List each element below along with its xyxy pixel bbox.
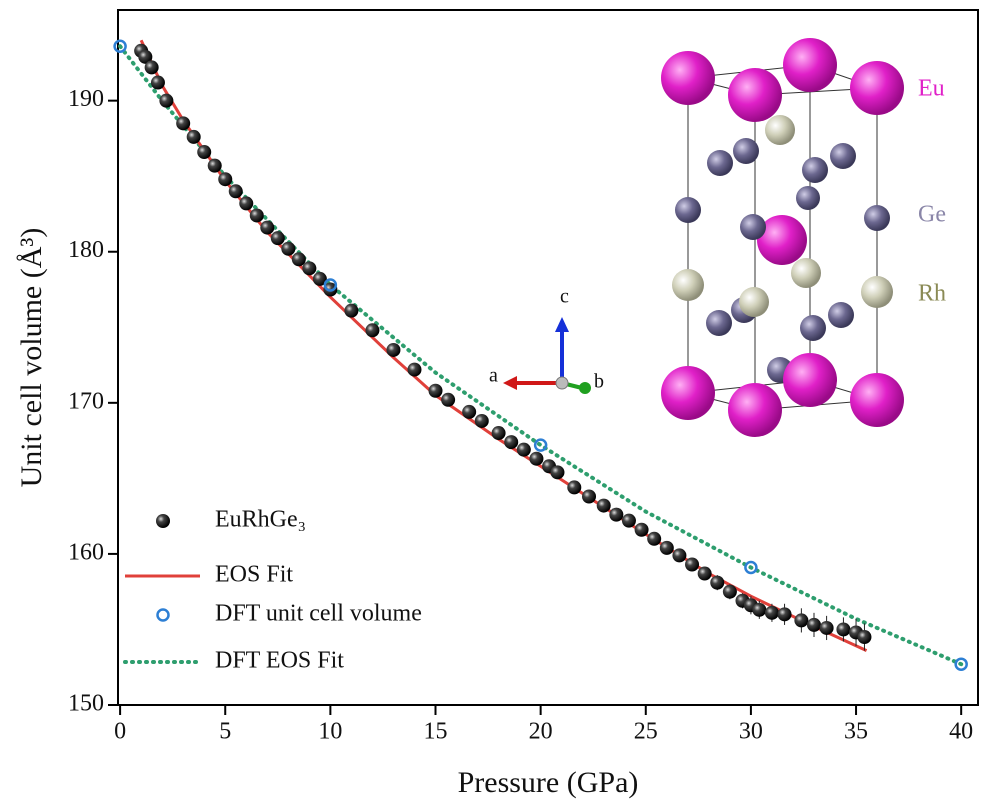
data-point: [462, 405, 476, 419]
axis-vector-label: a: [489, 365, 498, 387]
y-tick-label: 160: [68, 539, 104, 565]
data-point: [344, 304, 358, 318]
y-tick-label: 190: [68, 86, 104, 112]
data-point: [765, 606, 779, 620]
element-label: Eu: [918, 76, 945, 102]
data-point: [794, 613, 808, 627]
data-point: [260, 221, 274, 235]
data-point: [622, 514, 636, 528]
data-point: [857, 630, 871, 644]
axis-triad: [503, 317, 591, 394]
data-point: [145, 60, 159, 74]
data-point: [723, 585, 737, 599]
data-point: [550, 465, 564, 479]
data-point: [407, 363, 421, 377]
data-point: [529, 452, 543, 466]
x-tick-label: 35: [844, 719, 868, 745]
x-tick-label: 0: [114, 719, 126, 745]
x-tick-label: 10: [318, 719, 342, 745]
data-point: [218, 172, 232, 186]
x-tick-label: 20: [529, 719, 553, 745]
x-tick-label: 40: [949, 719, 973, 745]
data-point: [271, 231, 285, 245]
legend-label: EuRhGe₃: [215, 507, 306, 533]
data-point: [820, 621, 834, 635]
element-label: Rh: [918, 281, 946, 307]
x-tick-label: 15: [424, 719, 448, 745]
data-point: [567, 480, 581, 494]
data-point: [698, 567, 712, 581]
y-axis-title: Unit cell volume (Å³): [15, 228, 48, 488]
data-point: [187, 130, 201, 144]
data-point: [151, 76, 165, 90]
data-point: [281, 242, 295, 256]
data-point: [250, 208, 264, 222]
data-point: [208, 159, 222, 173]
data-point: [429, 384, 443, 398]
chart: Eu Ge Rh a b c 0 5 10 15 20 25 30 35 40 150 160 170 180 190…: [0, 0, 981, 806]
data-point: [365, 323, 379, 337]
legend-label: DFT EOS Fit: [215, 648, 344, 674]
y-tick-label: 180: [68, 237, 104, 263]
legend-label: DFT unit cell volume: [215, 601, 422, 627]
data-point: [660, 541, 674, 555]
axis-vector-label: c: [560, 286, 569, 308]
data-point: [609, 508, 623, 522]
data-point: [672, 548, 686, 562]
legend-marker: [158, 610, 169, 621]
data-point: [239, 196, 253, 210]
x-tick-label: 25: [634, 719, 658, 745]
data-point: [647, 532, 661, 546]
data-point: [159, 94, 173, 108]
x-tick-label: 30: [739, 719, 763, 745]
y-tick-label: 150: [68, 691, 104, 717]
data-point: [176, 116, 190, 130]
data-point: [685, 557, 699, 571]
data-point: [597, 499, 611, 513]
x-axis-title: Pressure (GPa): [458, 766, 639, 799]
y-tick-label: 170: [68, 388, 104, 414]
legend-label: EOS Fit: [215, 562, 293, 588]
data-point: [635, 523, 649, 537]
fit-line: [141, 40, 866, 650]
data-point: [807, 618, 821, 632]
axis-vector-label: b: [594, 371, 604, 393]
data-point: [504, 435, 518, 449]
crystal-structure: [661, 38, 904, 437]
data-point: [752, 603, 766, 617]
data-point: [492, 426, 506, 440]
data-point: [229, 184, 243, 198]
element-label: Ge: [918, 202, 946, 228]
data-point: [582, 490, 596, 504]
x-tick-label: 5: [219, 719, 231, 745]
data-point: [441, 393, 455, 407]
legend-marker: [156, 514, 170, 528]
data-point: [778, 607, 792, 621]
data-point: [302, 261, 316, 275]
data-point: [386, 343, 400, 357]
data-point: [710, 576, 724, 590]
data-point: [197, 145, 211, 159]
data-point: [836, 622, 850, 636]
data-point: [517, 443, 531, 457]
data-point: [475, 414, 489, 428]
